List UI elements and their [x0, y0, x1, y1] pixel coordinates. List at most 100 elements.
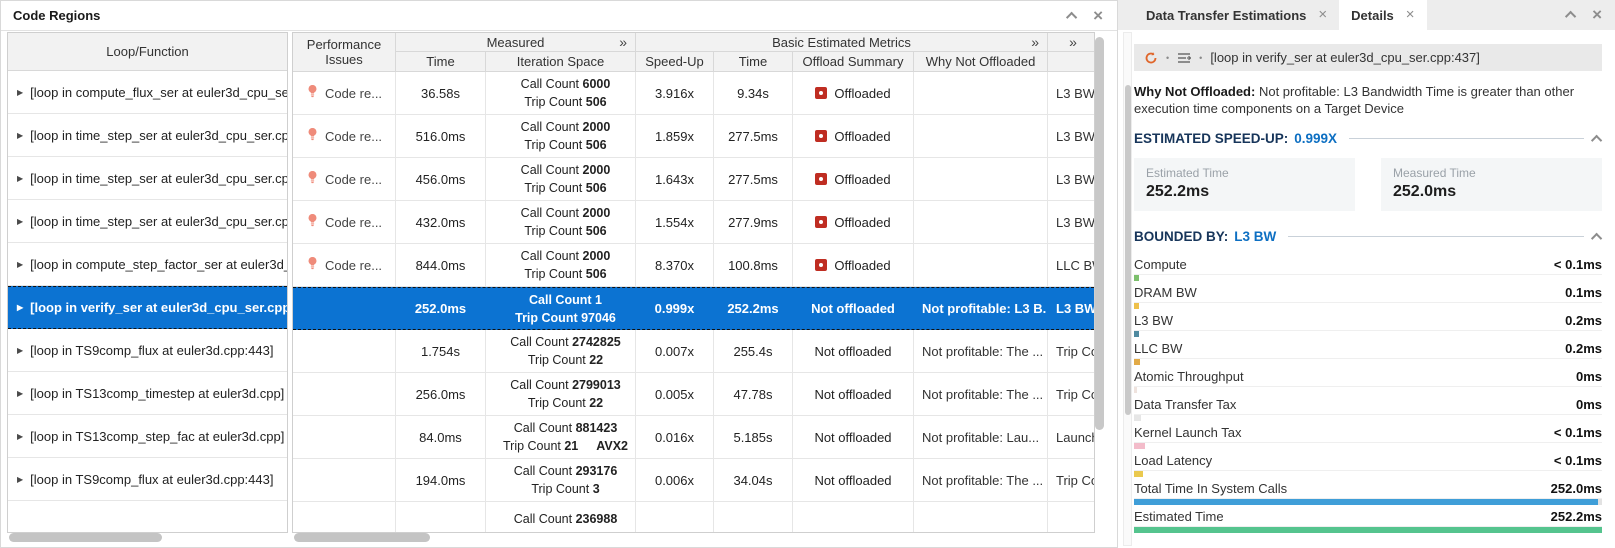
offload-summary-text: Offloaded [834, 171, 891, 187]
metric-bar [1134, 386, 1602, 393]
estimated-time-cell: 34.04s [713, 459, 792, 501]
lightbulb-icon[interactable] [306, 127, 319, 145]
table-row-metrics[interactable]: Call Count 236988 [293, 502, 1094, 532]
close-tab-icon[interactable]: × [1318, 6, 1328, 23]
metric-row: Load Latency < 0.1ms [1134, 448, 1602, 477]
measured-time-cell: 256.0ms [395, 373, 485, 415]
column-header-speed-up[interactable]: Speed-Up [635, 52, 713, 71]
row-expander-icon[interactable]: ▶ [17, 303, 24, 312]
table-row-metrics[interactable]: 84.0ms Call Count 881423 Trip Count 21 AVX2… [293, 416, 1094, 459]
lightbulb-icon[interactable] [306, 84, 319, 102]
tab-data-transfer-estimations[interactable]: Data Transfer Estimations × [1146, 6, 1328, 23]
offload-summary-text: Offloaded [834, 85, 891, 101]
table-row-metrics[interactable]: 252.0ms Call Count 1 Trip Count 97046 0.999… [293, 287, 1094, 330]
table-row-metrics[interactable]: Code re... 456.0ms Call Count 2000 Trip Cou… [293, 158, 1094, 201]
loop-pane-hscrollbar[interactable] [9, 533, 286, 543]
why-not-offloaded-cell: Not profitable: L3 B... [913, 288, 1047, 329]
table-body: Code re... 36.58s Call Count 6000 Trip Coun… [293, 72, 1094, 532]
lightbulb-icon[interactable] [306, 256, 319, 274]
table-row-metrics[interactable]: Code re... 432.0ms Call Count 2000 Trip Cou… [293, 201, 1094, 244]
bounded-metrics-list: Compute < 0.1ms DRAM BW 0.1ms L3 BW 0.2ms LLC … [1134, 252, 1602, 533]
row-expander-icon[interactable]: ▶ [17, 388, 24, 398]
row-expander-icon[interactable]: ▶ [17, 345, 24, 355]
expand-basic-columns-icon[interactable]: » [1031, 34, 1039, 50]
table-row-loop[interactable] [8, 501, 287, 532]
estimated-time-cell: 100.8ms [713, 244, 792, 286]
why-not-offloaded-cell [913, 502, 1047, 532]
table-row-metrics[interactable]: 256.0ms Call Count 2799013 Trip Count 22 0.… [293, 373, 1094, 416]
trip-count: Trip Count 97046 [515, 310, 616, 325]
iteration-space-cell: Call Count 2742825 Trip Count 22 [485, 330, 635, 372]
group-header-measured[interactable]: Measured » [395, 33, 635, 52]
refresh-icon[interactable] [1144, 51, 1158, 65]
metric-row: Compute < 0.1ms [1134, 252, 1602, 281]
metric-label: Total Time In System Calls [1134, 481, 1288, 496]
row-expander-icon[interactable]: ▶ [17, 87, 24, 97]
table-row-loop[interactable]: ▶ [loop in compute_step_factor_ser at eul… [8, 243, 287, 286]
row-expander-icon[interactable]: ▶ [17, 173, 24, 183]
column-header-performance-issues[interactable]: Performance Issues [306, 37, 382, 67]
column-header-why-not-offloaded[interactable]: Why Not Offloaded [913, 52, 1047, 71]
bounded-by-cell: L3 BW [1047, 158, 1094, 200]
performance-issues-cell: Code re... [293, 158, 395, 200]
vscroll-thumb[interactable] [1095, 37, 1104, 430]
close-tab-icon[interactable]: × [1405, 6, 1415, 23]
table-row-loop[interactable]: ▶ [loop in TS9comp_flux at euler3d.cpp:44… [8, 458, 287, 501]
call-count: Call Count 236988 [513, 511, 618, 526]
expand-more-columns-icon[interactable]: » [1069, 34, 1077, 50]
column-header-est-time[interactable]: Time [713, 52, 792, 71]
details-vscrollbar[interactable] [1123, 32, 1132, 546]
table-row-loop[interactable]: ▶ [loop in TS13comp_step_fac at euler3d.c… [8, 415, 287, 458]
row-expander-icon[interactable]: ▶ [17, 431, 24, 441]
metrics-pane-hscrollbar[interactable] [294, 533, 1094, 543]
loop-name: [loop in compute_step_factor_ser at eule… [30, 256, 287, 272]
row-expander-icon[interactable]: ▶ [17, 216, 24, 226]
iteration-space-cell: Call Count 2000 Trip Count 506 [485, 201, 635, 243]
tab-details[interactable]: Details × [1339, 0, 1427, 30]
estimated-time-cell: 277.9ms [713, 201, 792, 243]
lightbulb-icon[interactable] [306, 170, 319, 188]
table-row-loop[interactable]: ▶ [loop in verify_ser at euler3d_cpu_ser.… [8, 286, 287, 329]
table-row-metrics[interactable]: Code re... 516.0ms Call Count 2000 Trip Cou… [293, 115, 1094, 158]
hscroll-thumb[interactable] [294, 533, 430, 542]
collapse-section-icon[interactable] [1590, 232, 1603, 244]
expand-measured-columns-icon[interactable]: » [619, 34, 627, 50]
row-expander-icon[interactable]: ▶ [17, 259, 24, 269]
performance-issues-cell: Code re... [293, 72, 395, 114]
table-row-loop[interactable]: ▶ [loop in TS9comp_flux at euler3d.cpp:44… [8, 329, 287, 372]
table-row-loop[interactable]: ▶ [loop in time_step_ser at euler3d_cpu_s… [8, 157, 287, 200]
summary-list-icon[interactable] [1177, 52, 1192, 64]
table-row-loop[interactable]: ▶ [loop in TS13comp_timestep at euler3d.c… [8, 372, 287, 415]
offloaded-icon [815, 216, 828, 228]
measured-time-cell: 194.0ms [395, 459, 485, 501]
column-header-loop-function[interactable]: Loop/Function [8, 33, 287, 71]
table-row-metrics[interactable]: Code re... 36.58s Call Count 6000 Trip Coun… [293, 72, 1094, 115]
group-header-basic-estimated-metrics[interactable]: Basic Estimated Metrics » [635, 33, 1047, 52]
column-header-bounded-by[interactable] [1047, 52, 1094, 71]
close-panel-icon[interactable]: × [1592, 5, 1602, 24]
row-expander-icon[interactable]: ▶ [17, 130, 24, 140]
estimated-time-cell: 47.78s [713, 373, 792, 415]
table-row-loop[interactable]: ▶ [loop in time_step_ser at euler3d_cpu_s… [8, 200, 287, 243]
iteration-space-cell: Call Count 236988 [485, 502, 635, 532]
table-row-metrics[interactable]: Code re... 844.0ms Call Count 2000 Trip Cou… [293, 244, 1094, 287]
collapse-panel-icon[interactable] [1564, 10, 1577, 23]
collapse-panel-icon[interactable] [1065, 11, 1078, 23]
why-not-offloaded-text: Why Not Offloaded: Not profitable: L3 Ba… [1134, 84, 1575, 116]
column-header-time[interactable]: Time [395, 52, 485, 71]
table-row-loop[interactable]: ▶ [loop in compute_flux_ser at euler3d_cp… [8, 71, 287, 114]
table-row-metrics[interactable]: 1.754s Call Count 2742825 Trip Count 22 0.0… [293, 330, 1094, 373]
close-panel-icon[interactable]: × [1093, 5, 1103, 25]
collapse-section-icon[interactable] [1590, 134, 1603, 146]
table-vscrollbar[interactable] [1095, 35, 1105, 541]
table-row-metrics[interactable]: 194.0ms Call Count 293176 Trip Count 3 0.00… [293, 459, 1094, 502]
hscroll-thumb[interactable] [9, 533, 162, 542]
vscroll-thumb[interactable] [1124, 85, 1131, 415]
row-expander-icon[interactable]: ▶ [17, 474, 24, 484]
table-row-loop[interactable]: ▶ [loop in time_step_ser at euler3d_cpu_s… [8, 114, 287, 157]
column-header-iteration-space[interactable]: Iteration Space [485, 52, 635, 71]
metric-value: 0.1ms [1565, 285, 1602, 300]
column-header-offload-summary[interactable]: Offload Summary [792, 52, 913, 71]
lightbulb-icon[interactable] [306, 213, 319, 231]
group-header-more[interactable]: » [1047, 33, 1094, 52]
